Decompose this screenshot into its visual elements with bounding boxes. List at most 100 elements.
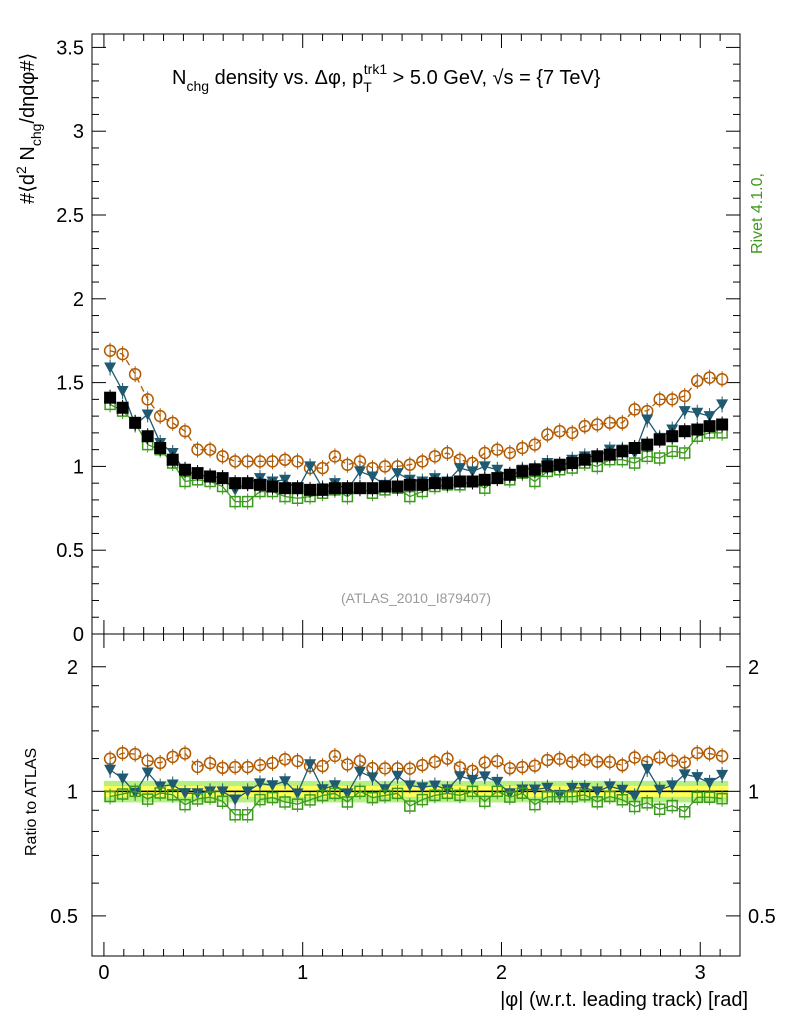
series-2-point: [391, 468, 404, 480]
series-0-point: [578, 453, 591, 466]
series-0-point: [553, 458, 566, 471]
x-tick-label: 1: [297, 962, 308, 984]
series-2-ratio-point: [416, 782, 429, 794]
series-2-ratio-point: [478, 771, 491, 783]
series-3-ratio-point: [491, 785, 504, 798]
series-0-point: [191, 467, 204, 480]
series-2-ratio-point: [653, 784, 666, 796]
series-1-point: [116, 347, 129, 361]
series-2-point: [716, 399, 729, 411]
series-3-ratio-point: [316, 789, 329, 802]
series-3-ratio-point: [354, 785, 366, 798]
series-2-ratio-point: [666, 780, 679, 792]
series-1-ratio-point: [153, 756, 167, 770]
series-3-ratio-point: [579, 789, 591, 801]
series-0-point: [179, 463, 192, 476]
series-0-point: [229, 477, 242, 490]
ratio-axis-label: Ratio to ATLAS: [23, 748, 40, 856]
series-2-ratio-point: [266, 780, 279, 792]
series-1-point: [628, 403, 641, 416]
series-0-point: [703, 420, 716, 433]
series-3-ratio-point: [641, 797, 653, 809]
series-1-ratio-point: [578, 753, 592, 766]
series-3-ratio-point: [516, 787, 529, 799]
series-0-point: [541, 460, 554, 473]
series-3-ratio-point: [104, 790, 116, 803]
series-3-ratio-point: [279, 796, 291, 808]
series-1-point: [541, 428, 554, 441]
series-1-point: [278, 453, 292, 466]
series-0-point: [328, 482, 341, 495]
series-2-ratio-point: [691, 772, 704, 784]
series-1-point: [691, 374, 704, 388]
series-0-point: [403, 478, 416, 491]
series-1-ratio-point: [653, 751, 666, 764]
series-1-ratio-point: [116, 746, 129, 760]
series-2-ratio-point: [391, 770, 404, 782]
series-1-point: [591, 418, 604, 431]
series-1-ratio-point: [553, 752, 566, 766]
series-3-ratio-point: [504, 791, 516, 803]
series-0-point: [628, 441, 641, 454]
y-tick-label: 1: [73, 456, 84, 478]
series-2-ratio-point: [253, 778, 266, 790]
series-3-ratio-point: [529, 798, 541, 811]
series-3-ratio-line: [109, 790, 723, 816]
series-1-ratio-point: [703, 747, 716, 760]
series-1-point: [216, 450, 229, 463]
series-2-ratio-point: [229, 794, 242, 806]
series-3-ratio-point: [404, 800, 416, 812]
series-2-ratio-point: [304, 759, 317, 771]
series-1-ratio-point: [291, 754, 304, 768]
series-3-point: [678, 447, 691, 459]
series-2-ratio-point: [279, 776, 292, 788]
series-0-point: [104, 391, 117, 404]
series-0-point: [253, 478, 266, 491]
series-1-ratio-point: [628, 751, 641, 764]
series-0-point: [378, 480, 391, 493]
series-1-ratio-point: [665, 754, 679, 767]
series-1-ratio-point: [128, 747, 142, 761]
series-2-ratio-point: [291, 788, 304, 800]
series-3-point: [241, 495, 254, 508]
series-2-ratio-point: [678, 769, 691, 781]
series-3-ratio-point: [341, 796, 354, 808]
series-3-ratio-point: [541, 791, 554, 803]
series-0-point: [491, 472, 504, 485]
ratio-tick-label: 0.5: [50, 906, 78, 928]
series-1-ratio-point: [166, 750, 179, 764]
series-3-ratio-point: [703, 791, 716, 803]
series-1-point: [316, 461, 329, 475]
upper-panel-frame: [91, 33, 741, 635]
series-3-ratio-point: [429, 789, 441, 802]
series-1-point: [428, 450, 442, 463]
series-3-ratio-point: [166, 789, 179, 801]
series-1-point: [616, 416, 629, 430]
series-1-ratio-point: [253, 758, 267, 772]
series-0-point: [428, 477, 441, 490]
series-2-ratio-point: [491, 776, 504, 788]
series-0-point: [129, 416, 142, 429]
series-1-ratio-point: [203, 756, 217, 770]
series-0-point: [266, 480, 279, 493]
series-1-point: [416, 455, 429, 468]
series-1-ratio-point: [278, 753, 292, 766]
ratio-tick-label-right: 1: [748, 781, 759, 803]
series-1-ratio-point: [403, 762, 417, 775]
series-3-ratio-point: [266, 791, 279, 804]
series-1-ratio-point: [478, 756, 492, 769]
series-1-point: [516, 441, 529, 455]
series-2-ratio-point: [241, 786, 254, 798]
series-1-ratio-point: [341, 758, 354, 771]
series-3-ratio-point: [566, 790, 578, 803]
series-0-point: [453, 475, 466, 488]
series-1-point: [503, 446, 517, 460]
series-2-ratio-point: [403, 780, 416, 792]
series-1-point: [378, 460, 392, 473]
series-0-point: [279, 482, 292, 495]
series-1-point: [166, 416, 179, 430]
ratio-tick-label: 2: [67, 657, 78, 679]
x-axis-label: |φ| (w.r.t. leading track) [rad]: [500, 989, 748, 1011]
series-0-point: [691, 423, 704, 436]
series-3-ratio-point: [291, 798, 304, 810]
